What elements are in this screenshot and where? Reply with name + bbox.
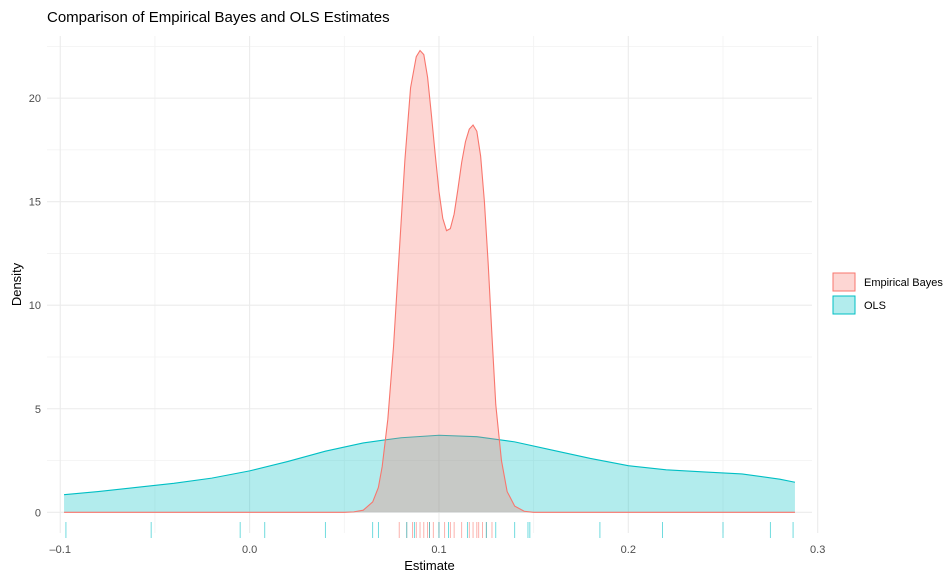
x-tick-label: 0.1 <box>431 544 446 556</box>
chart-title: Comparison of Empirical Bayes and OLS Es… <box>47 9 390 26</box>
legend-label-ols: OLS <box>864 300 886 312</box>
x-tick-label: 0.0 <box>242 544 257 556</box>
y-axis-title: Density <box>9 262 24 306</box>
density-areas <box>63 49 796 513</box>
x-axis-title: Estimate <box>404 558 455 573</box>
y-tick-label: 5 <box>35 404 41 416</box>
y-tick-label: 15 <box>29 197 41 209</box>
y-tick-label: 10 <box>29 300 41 312</box>
line-ols <box>63 434 796 496</box>
y-tick-labels: 0 5 10 15 20 <box>29 93 41 519</box>
legend-key-empirical-bayes <box>832 272 856 292</box>
x-tick-labels: –0.1 0.0 0.1 0.2 0.3 <box>50 544 826 556</box>
y-tick-label: 20 <box>29 93 41 105</box>
x-tick-label: 0.3 <box>810 544 825 556</box>
legend-key-ols <box>832 295 856 315</box>
legend-label-empirical-bayes: Empirical Bayes <box>864 277 943 289</box>
line-empirical-bayes <box>64 49 795 513</box>
rug-marks <box>65 522 794 538</box>
legend: Empirical Bayes OLS <box>832 272 943 315</box>
grid <box>47 36 819 533</box>
x-tick-label: 0.2 <box>621 544 636 556</box>
area-ols <box>64 435 795 513</box>
y-tick-label: 0 <box>35 507 41 519</box>
x-tick-label: –0.1 <box>50 544 71 556</box>
area-empirical-bayes <box>64 50 795 513</box>
